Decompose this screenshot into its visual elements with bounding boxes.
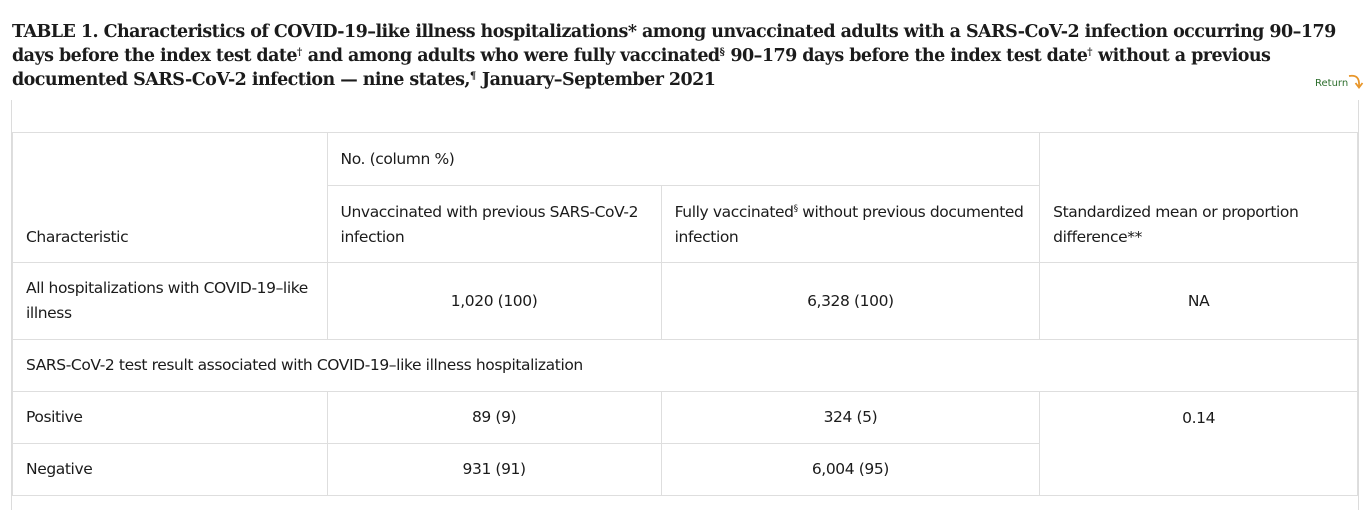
cell-difference: 0.14 [1039, 391, 1358, 496]
table-frame [11, 100, 1359, 510]
header-group-no-column-percent: No. (column %) [326, 132, 1041, 186]
header-unvaccinated: Unvaccinated with previous SARS-CoV-2 in… [326, 185, 662, 263]
cell-difference: NA [1039, 262, 1358, 340]
row-label: Positive [12, 391, 328, 444]
cell-vaccinated: 324 (5) [660, 391, 1041, 444]
header-row: Characteristic No. (column %) Standardiz… [12, 132, 1358, 263]
cell-unvaccinated: 931 (91) [326, 443, 662, 496]
return-link[interactable]: Return [1314, 72, 1364, 94]
cell-vaccinated: 6,004 (95) [660, 443, 1041, 496]
footnote-mark: § [719, 47, 725, 58]
title-text: January–September 2021 [476, 70, 716, 90]
title-text: 90–179 days before the index test date [724, 46, 1088, 66]
return-label: Return [1315, 78, 1349, 89]
cell-vaccinated: 6,328 (100) [660, 262, 1041, 340]
cell-unvaccinated: 1,020 (100) [326, 262, 662, 340]
cell-unvaccinated: 89 (9) [326, 391, 662, 444]
section-row: SARS-CoV-2 test result associated with C… [12, 339, 1358, 392]
title-text: TABLE 1. Characteristics of COVID-19–lik… [12, 22, 1336, 66]
header-characteristic: Characteristic [12, 132, 328, 263]
header-row: Unvaccinated with previous SARS-CoV-2 in… [13, 185, 1358, 263]
table-title: TABLE 1. Characteristics of COVID-19–lik… [12, 20, 1347, 92]
row-label: Negative [12, 443, 328, 496]
table-row: All hospitalizations with COVID-19–like … [12, 262, 1358, 340]
table-row: Positive 89 (9) 324 (5) 0.14 [12, 391, 1358, 496]
header-standardized-difference: Standardized mean or proportion differen… [1039, 132, 1358, 263]
row-label: All hospitalizations with COVID-19–like … [12, 262, 328, 340]
title-text: and among adults who were fully vaccinat… [302, 46, 720, 66]
footnote-mark: † [1087, 47, 1093, 58]
header-fully-vaccinated: Fully vaccinated§ without previous docum… [660, 185, 1041, 263]
footnote-mark: ¶ [469, 71, 477, 82]
footnote-mark: † [297, 47, 303, 58]
characteristics-table: Characteristic No. (column %) Standardiz… [12, 132, 1358, 496]
section-label: SARS-CoV-2 test result associated with C… [12, 339, 1358, 392]
table-row: Negative 931 (91) 6,004 (95) [12, 443, 1358, 496]
footnote-mark: § [793, 204, 799, 214]
title-text: without a previous documented SARS-CoV-2… [12, 46, 1271, 90]
return-arrow-icon [1348, 74, 1364, 89]
